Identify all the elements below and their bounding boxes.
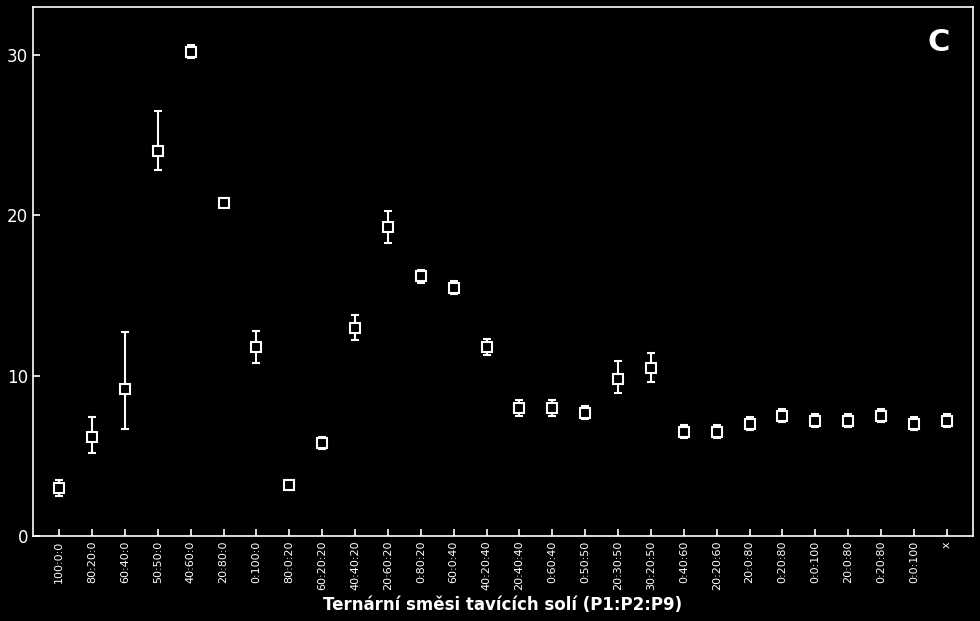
X-axis label: Ternární směsi tavících solí (P1:P2:P9): Ternární směsi tavících solí (P1:P2:P9): [323, 596, 682, 614]
Text: C: C: [927, 28, 950, 57]
